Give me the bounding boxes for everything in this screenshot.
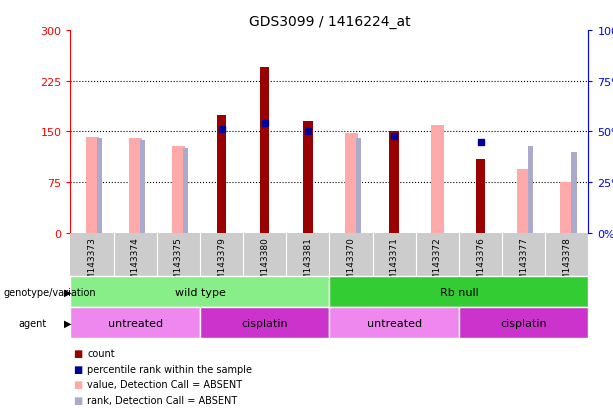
Bar: [330, 308, 459, 339]
Bar: [303, 122, 313, 233]
Bar: [431, 126, 444, 233]
Bar: [183, 148, 188, 233]
Text: ▶: ▶: [64, 287, 72, 297]
Text: GSM143378: GSM143378: [562, 237, 571, 292]
Text: GSM143379: GSM143379: [217, 237, 226, 292]
Text: cisplatin: cisplatin: [500, 318, 547, 328]
Text: wild type: wild type: [175, 287, 226, 297]
Text: GSM143381: GSM143381: [303, 237, 313, 292]
Text: rank, Detection Call = ABSENT: rank, Detection Call = ABSENT: [87, 395, 237, 405]
Bar: [330, 277, 588, 308]
Text: Rb null: Rb null: [440, 287, 478, 297]
Text: GSM143373: GSM143373: [88, 237, 97, 292]
Bar: [476, 159, 485, 233]
Text: ■: ■: [74, 364, 83, 374]
Bar: [172, 147, 185, 233]
Text: agent: agent: [18, 318, 47, 328]
Text: untreated: untreated: [108, 318, 163, 328]
Bar: [200, 308, 330, 339]
Bar: [86, 138, 99, 233]
Text: GSM143376: GSM143376: [476, 237, 485, 292]
Bar: [260, 68, 270, 233]
Text: value, Detection Call = ABSENT: value, Detection Call = ABSENT: [87, 380, 242, 389]
Text: percentile rank within the sample: percentile rank within the sample: [87, 364, 252, 374]
Bar: [217, 115, 226, 233]
Text: ▶: ▶: [64, 318, 72, 328]
Text: cisplatin: cisplatin: [242, 318, 288, 328]
Bar: [97, 138, 102, 233]
Bar: [356, 138, 361, 233]
Bar: [70, 277, 330, 308]
Title: GDS3099 / 1416224_at: GDS3099 / 1416224_at: [249, 14, 410, 28]
Bar: [140, 140, 145, 233]
Bar: [389, 132, 399, 233]
Text: GSM143370: GSM143370: [346, 237, 356, 292]
Bar: [528, 146, 533, 233]
Bar: [70, 308, 200, 339]
Text: GSM143375: GSM143375: [174, 237, 183, 292]
Text: GSM143371: GSM143371: [390, 237, 398, 292]
Bar: [560, 183, 573, 233]
Bar: [571, 152, 577, 233]
Bar: [345, 133, 357, 233]
Text: GSM143372: GSM143372: [433, 237, 442, 292]
Text: ■: ■: [74, 395, 83, 405]
Text: count: count: [87, 348, 115, 358]
Text: ■: ■: [74, 380, 83, 389]
Bar: [517, 169, 530, 233]
Text: GSM143380: GSM143380: [261, 237, 269, 292]
Bar: [129, 139, 142, 233]
Text: GSM143377: GSM143377: [519, 237, 528, 292]
Text: GSM143374: GSM143374: [131, 237, 140, 292]
Text: ■: ■: [74, 348, 83, 358]
Text: genotype/variation: genotype/variation: [3, 287, 96, 297]
Text: untreated: untreated: [367, 318, 422, 328]
Bar: [459, 308, 588, 339]
